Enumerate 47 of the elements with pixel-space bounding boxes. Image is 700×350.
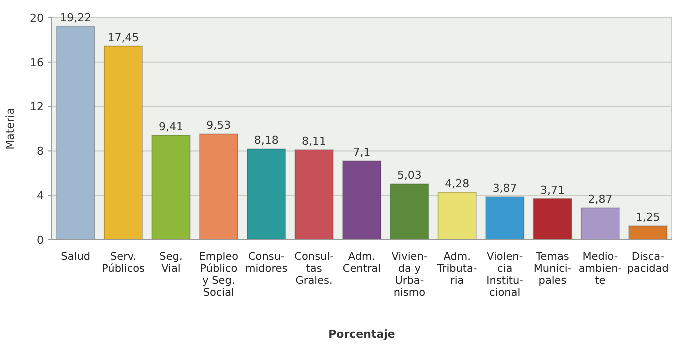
bar <box>486 196 525 240</box>
data-label: 2,87 <box>588 193 613 206</box>
data-label: 19,22 <box>60 12 92 25</box>
x-tick-label: Adm. Central <box>342 251 382 275</box>
data-label: 8,11 <box>302 134 327 148</box>
bar <box>628 226 668 240</box>
data-label: 5,03 <box>397 169 422 182</box>
data-label: 1,25 <box>636 211 660 224</box>
x-tick-label: Consu- midores <box>245 251 288 275</box>
data-label: 3,71 <box>540 184 566 197</box>
bar <box>533 198 572 240</box>
x-tick-label: Temas Munici- pales <box>534 251 572 287</box>
bar <box>580 208 620 240</box>
y-tick-label: 16 <box>30 56 44 70</box>
bar <box>294 149 334 240</box>
data-label: 3,87 <box>492 182 518 196</box>
x-tick-label: Vivien- da y Urba- nismo <box>392 251 428 299</box>
bar <box>56 26 96 240</box>
data-label: 8,18 <box>254 134 279 148</box>
y-axis-title: Materia <box>4 108 17 150</box>
x-tick-label: Empleo Público y Seg. Social <box>199 251 239 299</box>
x-tick-label: Adm. Tributa- ria <box>436 251 478 287</box>
data-label: 17,45 <box>108 31 140 44</box>
x-tick-label: Medio- ambien- te <box>578 251 622 287</box>
data-label: 7,1 <box>353 146 371 160</box>
x-tick-label: Consul- tas Grales. <box>294 251 334 287</box>
bar <box>152 135 191 240</box>
x-tick-label: Salud <box>61 251 91 263</box>
bar <box>342 160 382 240</box>
y-tick-label: 20 <box>30 12 44 25</box>
bar <box>438 192 477 240</box>
x-tick-label: Seg. Vial <box>160 251 183 275</box>
bar <box>390 184 430 240</box>
x-tick-label: Violen- cia Institu- cional <box>486 251 524 299</box>
bar <box>199 134 238 240</box>
data-label: 4,28 <box>445 177 470 190</box>
y-tick-label: 4 <box>37 189 44 202</box>
data-label: 9,53 <box>206 119 232 132</box>
y-tick-label: 12 <box>30 100 44 114</box>
bar <box>104 46 144 240</box>
y-tick-label: 0 <box>37 234 44 247</box>
bar <box>247 148 286 240</box>
x-tick-label: Serv. Públicos <box>102 251 146 275</box>
data-label: 9,41 <box>158 120 184 134</box>
x-axis-title: Porcentaje <box>328 328 396 341</box>
y-tick-label: 8 <box>37 145 44 158</box>
x-tick-label: Disca- pacidad <box>627 251 669 275</box>
